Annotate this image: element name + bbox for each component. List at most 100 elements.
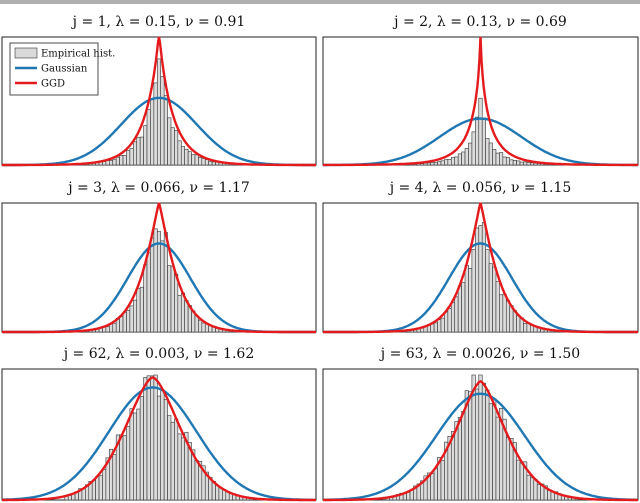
histogram-bar: [488, 263, 493, 333]
histogram-bar: [170, 127, 175, 166]
ggd-curve: [323, 202, 638, 334]
histogram-bar: [430, 473, 435, 501]
histogram-bar: [139, 396, 144, 501]
histogram-bar: [126, 310, 131, 333]
panel-5: j = 62, λ = 0.003, ν = 1.62: [1, 346, 317, 502]
histogram-bar: [505, 157, 511, 166]
histogram-bar: [461, 151, 466, 166]
histogram-bar: [533, 479, 538, 501]
histogram-bar: [502, 293, 507, 333]
histogram-bar: [180, 146, 185, 166]
histogram-bar: [430, 162, 435, 166]
histogram-bar: [160, 389, 165, 501]
gaussian-curve: [323, 117, 638, 167]
histogram-bar: [519, 161, 524, 166]
histogram-bar: [143, 125, 148, 166]
legend-label: GGD: [41, 79, 65, 90]
histogram-bar: [136, 136, 141, 166]
histogram-bar: [126, 426, 131, 501]
histogram-bar: [495, 416, 500, 501]
histogram-bar: [464, 148, 469, 166]
histogram-bar: [194, 459, 199, 501]
histogram-bar: [406, 492, 411, 501]
histogram-bar: [485, 389, 490, 501]
histogram-bar: [481, 117, 486, 166]
histogram-bar: [153, 374, 158, 501]
histogram-bar: [167, 415, 172, 501]
histogram-bar: [146, 375, 151, 501]
histogram-bar: [481, 222, 486, 333]
panel-title: j = 63, λ = 0.0026, ν = 1.50: [379, 346, 580, 362]
histogram-bar: [492, 398, 497, 501]
histogram-bar: [530, 162, 535, 166]
histogram-bar: [468, 268, 473, 333]
histogram-bar: [426, 162, 431, 166]
histogram-bar: [191, 154, 196, 166]
histogram-bar: [156, 395, 162, 501]
histogram-bar: [526, 162, 531, 166]
histogram-bar: [444, 159, 449, 166]
histogram-bar: [485, 138, 490, 166]
histogram-bar: [174, 273, 179, 333]
histogram-bar: [122, 435, 127, 501]
histogram-bar: [126, 150, 131, 166]
histogram-bar: [430, 323, 435, 333]
histogram-bar: [461, 411, 466, 501]
ggd-curve: [2, 376, 316, 502]
panel-title: j = 1, λ = 0.15, ν = 0.91: [71, 14, 246, 30]
panel-2: j = 2, λ = 0.13, ν = 0.69: [322, 14, 639, 167]
histogram-bar: [129, 148, 134, 166]
histogram-bar: [440, 459, 445, 501]
histogram-bar: [204, 159, 209, 166]
histogram-bar: [177, 140, 182, 166]
histogram-bar: [133, 412, 138, 501]
histogram-bar: [450, 302, 456, 333]
panel-3: j = 3, λ = 0.066, ν = 1.17: [1, 180, 317, 334]
panel-title: j = 2, λ = 0.13, ν = 0.69: [392, 14, 567, 30]
histogram-bar: [95, 476, 100, 501]
histogram-bar: [471, 249, 476, 333]
histogram-bar: [150, 99, 155, 166]
histogram-bar: [109, 160, 114, 166]
histogram-bar: [478, 97, 483, 166]
histogram-bar: [457, 153, 462, 166]
histogram-bar: [516, 160, 521, 166]
histogram-bar: [516, 315, 521, 333]
histogram-bar: [156, 231, 162, 333]
top-border: [0, 0, 640, 4]
histogram-bar: [471, 131, 476, 166]
histogram-bar: [468, 391, 473, 501]
histogram-bar: [187, 151, 192, 166]
panel-4: j = 4, λ = 0.056, ν = 1.15: [322, 180, 639, 334]
histogram-bar: [119, 316, 124, 333]
panel-title: j = 3, λ = 0.066, ν = 1.17: [66, 180, 250, 196]
histogram-bar: [170, 421, 175, 501]
histogram-bar: [136, 408, 141, 501]
histogram-bar: [129, 408, 134, 501]
histogram-bar: [454, 156, 459, 166]
histogram-bar: [478, 225, 483, 333]
histogram-bar: [198, 157, 203, 166]
histogram-bar: [502, 156, 507, 166]
histogram-bar: [150, 375, 155, 501]
histogram-bar: [119, 155, 124, 166]
histogram-bar: [201, 322, 206, 333]
histogram-bar: [440, 317, 445, 333]
histogram-bar: [98, 474, 103, 501]
histogram-bar: [433, 161, 438, 166]
histogram-bar: [194, 154, 199, 166]
legend-label: Gaussian: [41, 64, 88, 75]
histogram-bar: [112, 454, 117, 501]
histogram-bar: [488, 403, 493, 501]
histogram-bar: [440, 160, 445, 166]
histogram-bar: [150, 237, 155, 333]
histogram-bar: [119, 434, 124, 501]
histogram-bar: [505, 300, 511, 333]
histogram-bar: [91, 479, 96, 501]
histogram-bar: [509, 159, 514, 166]
panel-title: j = 4, λ = 0.056, ν = 1.15: [388, 180, 572, 196]
histogram-bar: [444, 311, 449, 333]
histogram-bar: [139, 286, 144, 333]
histogram-bar: [167, 265, 172, 333]
